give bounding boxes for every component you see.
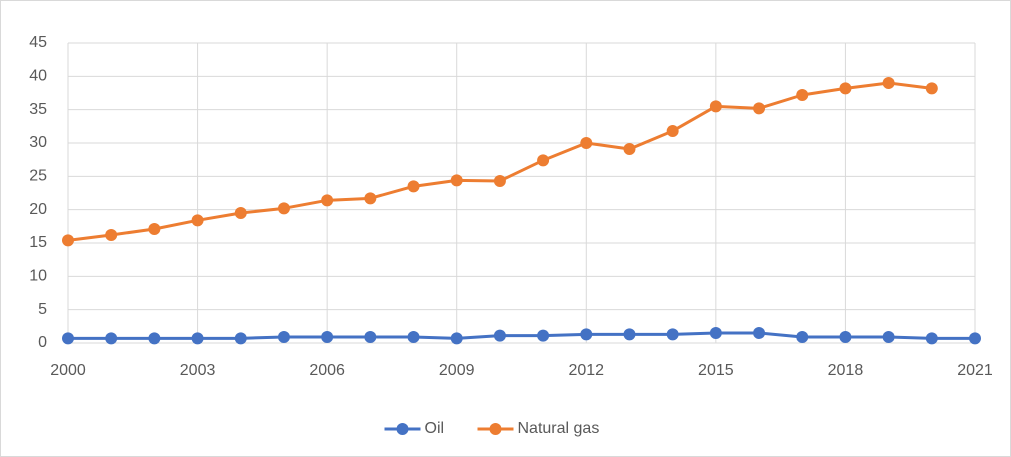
data-point (450, 174, 463, 187)
data-point (321, 194, 334, 207)
data-point (580, 328, 593, 341)
data-point (493, 329, 506, 342)
data-point (839, 331, 852, 343)
data-point (709, 327, 722, 339)
data-point (191, 214, 204, 227)
data-point (321, 331, 334, 343)
x-tick-label: 2009 (439, 362, 475, 379)
data-point (493, 175, 506, 187)
data-point (882, 77, 895, 89)
y-tick-label: 15 (29, 234, 47, 251)
x-tick-label: 2018 (828, 362, 864, 379)
data-point (277, 202, 290, 215)
legend-marker (489, 423, 502, 435)
data-point (969, 332, 981, 345)
data-point (709, 100, 722, 113)
y-tick-label: 25 (29, 168, 47, 185)
data-point (882, 331, 895, 343)
y-tick-label: 0 (38, 334, 47, 351)
data-point (623, 143, 636, 155)
data-point (364, 192, 377, 205)
data-point (62, 234, 74, 247)
legend-marker (396, 423, 409, 435)
data-point (148, 332, 161, 345)
data-point (796, 331, 809, 343)
x-tick-label: 2015 (698, 362, 734, 379)
x-tick-label: 2006 (309, 362, 345, 379)
x-tick-label: 2003 (180, 362, 216, 379)
data-point (796, 89, 809, 101)
data-point (537, 329, 550, 342)
y-tick-label: 10 (29, 268, 47, 285)
data-point (234, 332, 247, 345)
legend-label: Oil (425, 420, 445, 437)
data-point (925, 82, 938, 95)
data-point (364, 331, 377, 343)
data-point (148, 223, 161, 235)
data-point (62, 332, 74, 345)
data-point (925, 332, 938, 345)
y-tick-label: 30 (29, 134, 47, 151)
y-tick-label: 45 (29, 34, 47, 51)
data-point (666, 125, 679, 137)
data-point (105, 332, 118, 345)
data-point (105, 229, 118, 241)
legend-label: Natural gas (518, 420, 600, 437)
data-point (407, 180, 420, 193)
data-point (234, 207, 247, 219)
data-point (191, 332, 204, 345)
y-tick-label: 5 (38, 301, 47, 318)
y-tick-label: 40 (29, 68, 47, 85)
y-tick-label: 20 (29, 201, 47, 218)
data-point (666, 328, 679, 341)
data-point (839, 82, 852, 95)
data-point (580, 137, 593, 149)
y-tick-label: 35 (29, 101, 47, 118)
data-point (277, 331, 290, 343)
data-point (537, 154, 550, 167)
series-line (68, 331, 975, 340)
data-point (753, 102, 766, 115)
data-point (407, 331, 420, 343)
x-tick-label: 2000 (50, 362, 86, 379)
x-tick-label: 2012 (568, 362, 604, 379)
data-point (753, 327, 766, 339)
x-tick-label: 2021 (957, 362, 993, 379)
data-point (623, 328, 636, 341)
data-point (450, 332, 463, 345)
